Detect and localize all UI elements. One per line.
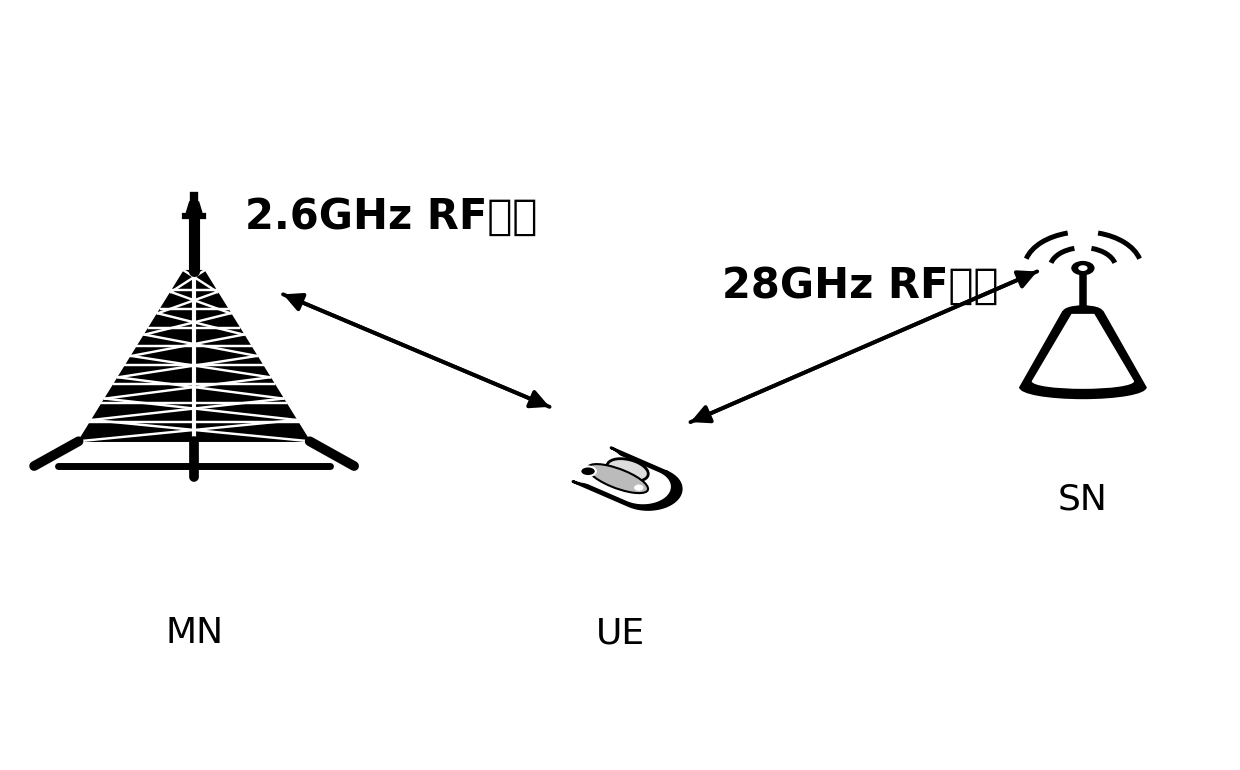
Text: MN: MN: [165, 617, 223, 651]
Polygon shape: [78, 270, 310, 441]
Circle shape: [635, 485, 642, 490]
Ellipse shape: [1032, 374, 1133, 389]
Circle shape: [580, 467, 596, 476]
Ellipse shape: [606, 459, 649, 481]
Ellipse shape: [1063, 305, 1102, 318]
Circle shape: [1079, 265, 1087, 271]
Polygon shape: [186, 202, 202, 213]
Polygon shape: [582, 453, 670, 504]
Polygon shape: [1019, 311, 1146, 388]
Text: 28GHz RF链路: 28GHz RF链路: [723, 265, 999, 306]
Ellipse shape: [588, 464, 649, 493]
Text: SN: SN: [1058, 483, 1107, 517]
Circle shape: [1071, 261, 1095, 276]
Text: 2.6GHz RF链路: 2.6GHz RF链路: [246, 196, 538, 238]
Ellipse shape: [1019, 377, 1146, 399]
Polygon shape: [573, 447, 681, 510]
Polygon shape: [1032, 315, 1133, 382]
Text: UE: UE: [595, 617, 645, 651]
